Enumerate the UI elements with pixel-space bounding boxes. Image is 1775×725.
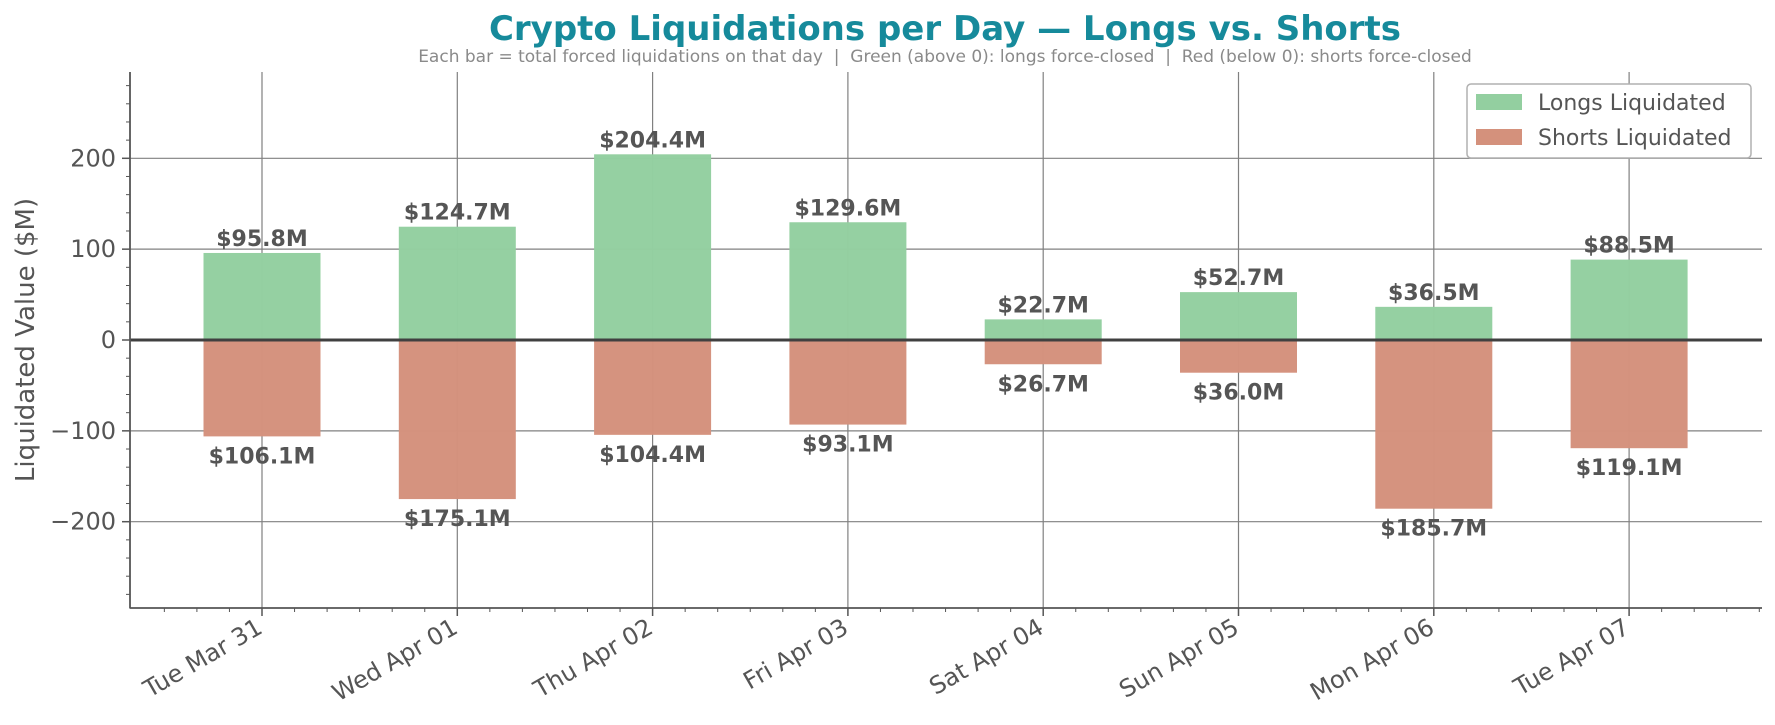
chart-title: Crypto Liquidations per Day — Longs vs. … [489, 9, 1401, 49]
short-value-label: $36.0M [1193, 381, 1284, 406]
x-tick-label: Sun Apr 05 [1114, 613, 1243, 704]
long-bar [398, 226, 516, 340]
x-tick-label: Thu Apr 02 [528, 613, 658, 704]
short-bar [203, 340, 321, 437]
x-tick-label: Mon Apr 06 [1305, 613, 1438, 706]
x-tick-label: Fri Apr 03 [739, 613, 853, 695]
bars-layer [203, 154, 1688, 509]
long-bar [594, 154, 712, 340]
short-value-label: $93.1M [802, 433, 893, 458]
short-value-label: $26.7M [997, 372, 1088, 397]
short-value-label: $106.1M [209, 444, 316, 469]
long-bar [789, 222, 907, 340]
long-bar [1570, 259, 1688, 340]
short-bar [398, 340, 516, 500]
short-bar [1180, 340, 1297, 373]
short-value-label: $185.7M [1380, 517, 1487, 542]
legend-swatch-longs [1476, 94, 1522, 110]
x-tick-label: Tue Mar 31 [138, 613, 267, 704]
long-value-label: $36.5M [1388, 281, 1479, 306]
long-value-label: $88.5M [1583, 234, 1674, 259]
short-bar [984, 340, 1102, 365]
short-value-label: $104.4M [599, 443, 706, 468]
short-bar [789, 340, 907, 425]
long-value-label: $52.7M [1193, 266, 1284, 291]
short-value-label: $175.1M [404, 507, 511, 532]
chart-subtitle: Each bar = total forced liquidations on … [418, 47, 1472, 67]
x-tick-label: Wed Apr 01 [327, 613, 462, 707]
legend-swatch-shorts [1476, 129, 1522, 145]
legend-box [1466, 83, 1752, 159]
y-axis-label: Liquidated Value ($M) [11, 198, 41, 482]
y-tick-label: −200 [50, 508, 116, 536]
y-tick-label: 100 [70, 235, 116, 263]
legend-label-shorts: Shorts Liquidated [1538, 126, 1731, 151]
long-value-label: $129.6M [795, 196, 902, 221]
long-value-label: $124.7M [404, 201, 511, 226]
legend-label-longs: Longs Liquidated [1538, 91, 1726, 116]
y-tick-label: −100 [50, 417, 116, 445]
long-value-label: $204.4M [599, 128, 706, 153]
short-bar [1570, 340, 1688, 449]
x-tick-label: Sat Apr 04 [924, 613, 1048, 701]
long-bar [1375, 306, 1493, 340]
legend: Longs Liquidated Shorts Liquidated [1466, 83, 1752, 159]
long-value-label: $95.8M [216, 227, 307, 252]
long-bar [1180, 292, 1297, 340]
y-tick-label: 200 [70, 144, 116, 172]
y-tick-label: 0 [101, 326, 116, 354]
labels-layer: $95.8M $124.7M $204.4M $129.6M $22.7M $52.7M $… [209, 128, 1683, 541]
short-bar [1375, 340, 1493, 509]
short-value-label: $119.1M [1576, 456, 1683, 481]
short-bar [594, 340, 712, 435]
long-bar [203, 252, 321, 340]
x-tick-label: Tue Apr 07 [1508, 613, 1634, 702]
long-value-label: $22.7M [997, 293, 1088, 318]
long-bar [984, 319, 1102, 340]
